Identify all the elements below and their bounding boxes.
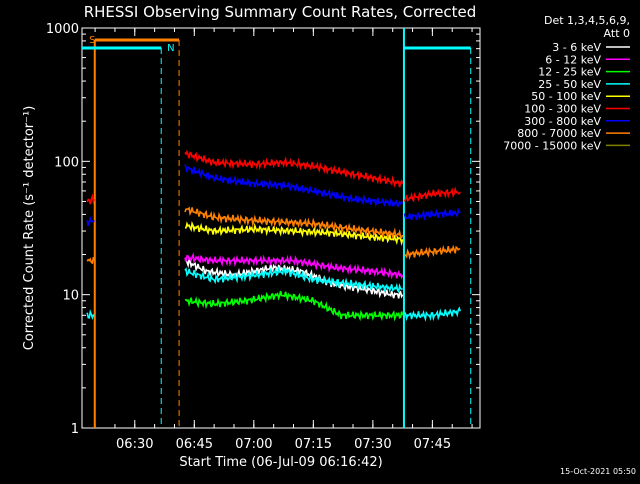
- legend-label: 3 - 6 keV: [552, 41, 601, 54]
- series-line: [86, 256, 96, 265]
- saa-marker-label: S: [89, 35, 95, 46]
- attenuator-state-lines: SN: [82, 28, 472, 428]
- plot-frame: [81, 27, 481, 429]
- legend-label: 50 - 100 keV: [531, 90, 601, 103]
- x-tick-label: 06:45: [176, 437, 213, 452]
- night-marker-label: N: [167, 43, 174, 54]
- x-axis-label: Start Time (06-Jul-09 06:16:42): [179, 455, 382, 470]
- series-line: [403, 306, 461, 322]
- series-line: [86, 193, 96, 205]
- legend-label: 25 - 50 keV: [538, 78, 601, 91]
- series-group: [86, 149, 461, 322]
- series-line: [184, 257, 404, 299]
- y-tick-label: 1: [71, 422, 79, 437]
- legend-label: 7000 - 15000 keV: [503, 139, 601, 152]
- series-line: [403, 206, 461, 221]
- series-line: [184, 290, 404, 322]
- legend-header-line-2: Att 0: [604, 27, 630, 40]
- legend-label: 6 - 12 keV: [545, 53, 601, 66]
- x-ticks: 06:30 06:45 07:00 07:15 07:30 07:45: [94, 28, 473, 452]
- x-tick-label: 06:30: [116, 437, 153, 452]
- x-tick-label: 07:15: [295, 437, 332, 452]
- legend-label: 300 - 800 keV: [524, 115, 601, 128]
- y-ticks: 1 10 100 1000: [46, 22, 480, 437]
- legend-label: 800 - 7000 keV: [517, 127, 601, 140]
- x-tick-label: 07:45: [414, 437, 451, 452]
- series-line: [184, 252, 404, 280]
- series-line: [184, 164, 404, 208]
- series-line: [184, 220, 404, 246]
- series-line: [86, 215, 95, 226]
- y-tick-label: 1000: [46, 22, 79, 37]
- series-line: [184, 206, 404, 240]
- legend-header-line-1: Det 1,3,4,5,6,9,: [544, 14, 630, 27]
- x-tick-label: 07:30: [354, 437, 391, 452]
- y-axis-label: Corrected Count Rate (s⁻¹ detector⁻¹): [22, 106, 37, 351]
- legend-label: 100 - 300 keV: [524, 103, 601, 116]
- y-tick-label: 10: [62, 289, 79, 304]
- footer-timestamp: 15-Oct-2021 05:50: [560, 467, 636, 476]
- series-line: [184, 264, 403, 294]
- legend-label: 12 - 25 keV: [538, 66, 601, 79]
- series-line: [403, 186, 461, 203]
- y-tick-label: 100: [54, 155, 79, 170]
- series-line: [404, 244, 461, 261]
- chart-title: RHESSI Observing Summary Count Rates, Co…: [84, 3, 477, 21]
- series-line: [86, 308, 95, 321]
- series-line: [184, 149, 404, 189]
- x-tick-label: 07:00: [235, 437, 272, 452]
